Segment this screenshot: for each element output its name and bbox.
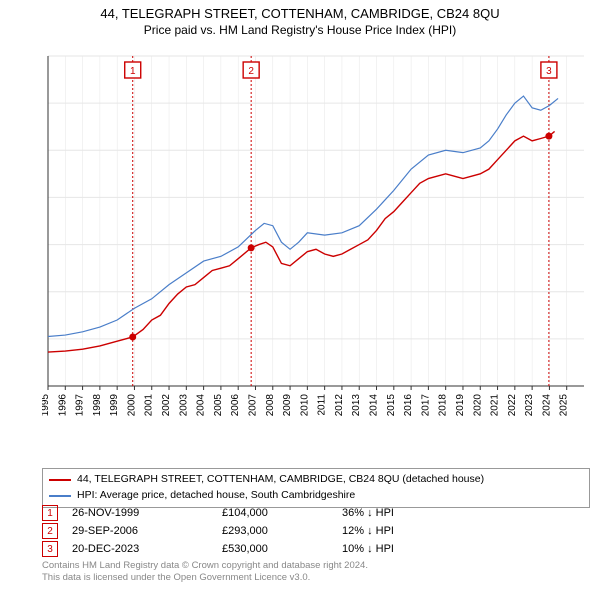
svg-text:2004: 2004 bbox=[196, 394, 207, 417]
legend: 44, TELEGRAPH STREET, COTTENHAM, CAMBRID… bbox=[42, 468, 590, 508]
svg-text:2018: 2018 bbox=[438, 394, 449, 417]
svg-text:2017: 2017 bbox=[420, 394, 431, 417]
tx-diff: 36% ↓ HPI bbox=[342, 507, 492, 519]
svg-text:2023: 2023 bbox=[524, 394, 535, 417]
legend-row: 44, TELEGRAPH STREET, COTTENHAM, CAMBRID… bbox=[49, 472, 583, 488]
svg-text:2001: 2001 bbox=[144, 394, 155, 417]
svg-text:1995: 1995 bbox=[42, 394, 51, 417]
footer-line: This data is licensed under the Open Gov… bbox=[42, 572, 368, 584]
tx-price: £293,000 bbox=[222, 525, 342, 537]
svg-text:2013: 2013 bbox=[351, 394, 362, 417]
table-row: 2 29-SEP-2006 £293,000 12% ↓ HPI bbox=[42, 522, 590, 540]
price-chart: £0£100K£200K£300K£400K£500K£600K£700K199… bbox=[42, 52, 590, 420]
svg-text:2009: 2009 bbox=[282, 394, 293, 417]
svg-text:2012: 2012 bbox=[334, 394, 345, 417]
footer-line: Contains HM Land Registry data © Crown c… bbox=[42, 560, 368, 572]
table-row: 1 26-NOV-1999 £104,000 36% ↓ HPI bbox=[42, 504, 590, 522]
svg-text:2011: 2011 bbox=[317, 394, 328, 416]
tx-price: £530,000 bbox=[222, 543, 342, 555]
tx-diff: 12% ↓ HPI bbox=[342, 525, 492, 537]
svg-text:2007: 2007 bbox=[247, 394, 258, 417]
svg-text:2000: 2000 bbox=[126, 394, 137, 417]
transactions-table: 1 26-NOV-1999 £104,000 36% ↓ HPI 2 29-SE… bbox=[42, 504, 590, 558]
svg-text:1: 1 bbox=[130, 66, 136, 77]
svg-text:1996: 1996 bbox=[57, 394, 68, 417]
svg-text:1997: 1997 bbox=[75, 394, 86, 417]
svg-text:1998: 1998 bbox=[92, 394, 103, 417]
tx-date: 29-SEP-2006 bbox=[72, 525, 222, 537]
svg-text:2002: 2002 bbox=[161, 394, 172, 417]
svg-text:2015: 2015 bbox=[386, 394, 397, 417]
svg-text:2005: 2005 bbox=[213, 394, 224, 417]
tx-date: 20-DEC-2023 bbox=[72, 543, 222, 555]
tx-badge: 1 bbox=[42, 505, 58, 521]
svg-text:3: 3 bbox=[546, 66, 552, 77]
svg-text:2020: 2020 bbox=[472, 394, 483, 417]
footer-attribution: Contains HM Land Registry data © Crown c… bbox=[42, 560, 368, 585]
table-row: 3 20-DEC-2023 £530,000 10% ↓ HPI bbox=[42, 540, 590, 558]
svg-text:2019: 2019 bbox=[455, 394, 466, 417]
title-address: 44, TELEGRAPH STREET, COTTENHAM, CAMBRID… bbox=[0, 6, 600, 21]
svg-text:2014: 2014 bbox=[369, 394, 380, 417]
svg-text:2: 2 bbox=[248, 66, 254, 77]
tx-diff: 10% ↓ HPI bbox=[342, 543, 492, 555]
svg-text:2016: 2016 bbox=[403, 394, 414, 417]
tx-badge: 3 bbox=[42, 541, 58, 557]
svg-text:2022: 2022 bbox=[507, 394, 518, 417]
tx-price: £104,000 bbox=[222, 507, 342, 519]
svg-text:2024: 2024 bbox=[541, 394, 552, 417]
tx-badge: 2 bbox=[42, 523, 58, 539]
svg-text:2003: 2003 bbox=[178, 394, 189, 417]
svg-text:2025: 2025 bbox=[559, 394, 570, 417]
svg-text:1999: 1999 bbox=[109, 394, 120, 417]
legend-swatch bbox=[49, 495, 71, 497]
legend-label: HPI: Average price, detached house, Sout… bbox=[77, 488, 355, 504]
legend-row: HPI: Average price, detached house, Sout… bbox=[49, 488, 583, 504]
chart-title-block: 44, TELEGRAPH STREET, COTTENHAM, CAMBRID… bbox=[0, 0, 600, 37]
legend-swatch bbox=[49, 479, 71, 481]
svg-text:2008: 2008 bbox=[265, 394, 276, 417]
svg-text:2021: 2021 bbox=[490, 394, 501, 417]
tx-date: 26-NOV-1999 bbox=[72, 507, 222, 519]
svg-text:2010: 2010 bbox=[299, 394, 310, 417]
title-subtitle: Price paid vs. HM Land Registry's House … bbox=[0, 23, 600, 37]
legend-label: 44, TELEGRAPH STREET, COTTENHAM, CAMBRID… bbox=[77, 472, 484, 488]
svg-text:2006: 2006 bbox=[230, 394, 241, 417]
